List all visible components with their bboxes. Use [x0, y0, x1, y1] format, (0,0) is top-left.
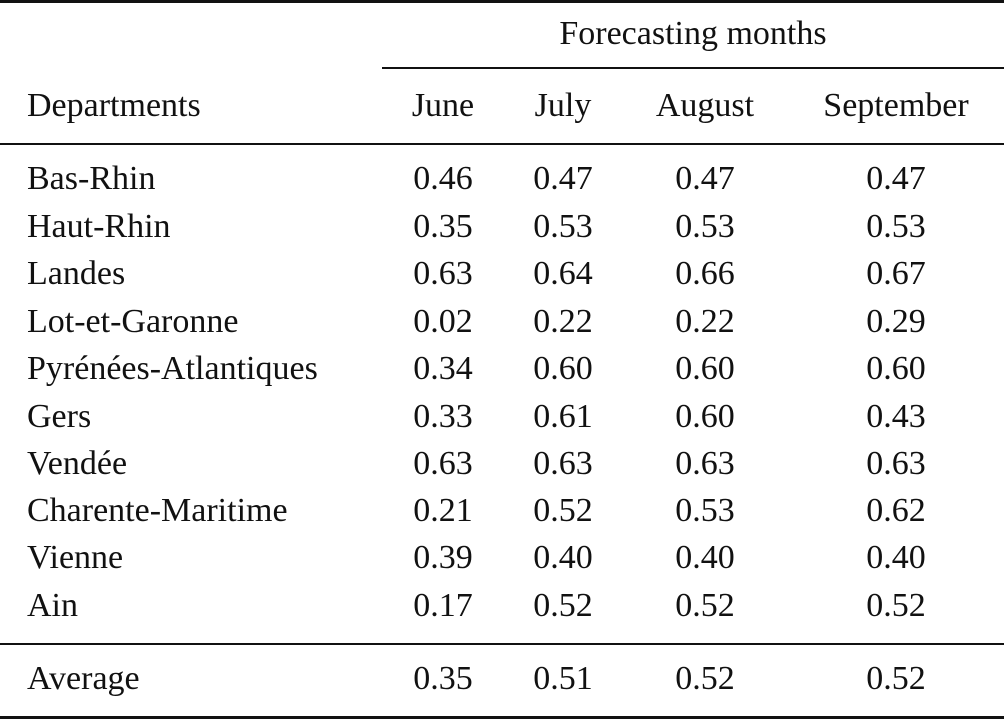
average-label: Average: [27, 660, 140, 697]
row-value-july: 0.64: [533, 255, 593, 292]
row-value-september: 0.63: [866, 445, 926, 482]
row-value-august: 0.40: [675, 539, 735, 576]
header-august: August: [655, 87, 755, 124]
row-value-august: 0.63: [675, 445, 735, 482]
row-value-july: 0.61: [533, 398, 593, 435]
average-value-july: 0.51: [533, 660, 593, 697]
row-value-august: 0.60: [675, 350, 735, 387]
spanner-rule: [382, 67, 1004, 69]
row-value-september: 0.40: [866, 539, 926, 576]
row-value-july: 0.63: [533, 445, 593, 482]
row-value-july: 0.40: [533, 539, 593, 576]
row-value-august: 0.66: [675, 255, 735, 292]
row-department: Gers: [27, 398, 92, 435]
bottom-rule: [0, 716, 1004, 719]
row-value-august: 0.60: [675, 398, 735, 435]
row-department: Pyrénées-Atlantiques: [27, 350, 318, 387]
row-value-september: 0.43: [866, 398, 926, 435]
row-department: Vendée: [27, 445, 128, 482]
row-value-june: 0.17: [413, 587, 473, 624]
row-value-september: 0.60: [866, 350, 926, 387]
row-value-june: 0.63: [413, 445, 473, 482]
header-rule: [0, 143, 1004, 145]
header-departments: Departments: [27, 87, 201, 124]
row-value-august: 0.53: [675, 492, 735, 529]
row-department: Charente-Maritime: [27, 492, 288, 529]
row-value-september: 0.62: [866, 492, 926, 529]
row-value-september: 0.47: [866, 160, 926, 197]
header-july: July: [534, 87, 592, 124]
row-value-july: 0.22: [533, 303, 593, 340]
row-value-july: 0.47: [533, 160, 593, 197]
row-value-august: 0.47: [675, 160, 735, 197]
average-value-september: 0.52: [866, 660, 926, 697]
row-department: Haut-Rhin: [27, 208, 171, 245]
row-value-june: 0.39: [413, 539, 473, 576]
row-value-july: 0.53: [533, 208, 593, 245]
header-spanner-forecasting-months: Forecasting months: [559, 15, 827, 52]
row-value-august: 0.53: [675, 208, 735, 245]
row-department: Ain: [27, 587, 78, 624]
row-value-september: 0.53: [866, 208, 926, 245]
row-value-july: 0.52: [533, 492, 593, 529]
row-value-june: 0.34: [413, 350, 473, 387]
row-value-july: 0.52: [533, 587, 593, 624]
average-value-august: 0.52: [675, 660, 735, 697]
row-value-june: 0.33: [413, 398, 473, 435]
top-rule: [0, 0, 1004, 3]
row-department: Landes: [27, 255, 126, 292]
row-department: Lot-et-Garonne: [27, 303, 239, 340]
header-june: June: [411, 87, 475, 124]
row-department: Bas-Rhin: [27, 160, 156, 197]
average-value-june: 0.35: [413, 660, 473, 697]
average-rule: [0, 643, 1004, 645]
row-value-august: 0.22: [675, 303, 735, 340]
row-department: Vienne: [27, 539, 124, 576]
row-value-june: 0.63: [413, 255, 473, 292]
row-value-august: 0.52: [675, 587, 735, 624]
row-value-june: 0.21: [413, 492, 473, 529]
row-value-september: 0.29: [866, 303, 926, 340]
row-value-june: 0.02: [413, 303, 473, 340]
row-value-july: 0.60: [533, 350, 593, 387]
row-value-june: 0.46: [413, 160, 473, 197]
row-value-september: 0.52: [866, 587, 926, 624]
row-value-september: 0.67: [866, 255, 926, 292]
row-value-june: 0.35: [413, 208, 473, 245]
header-september: September: [823, 87, 969, 124]
